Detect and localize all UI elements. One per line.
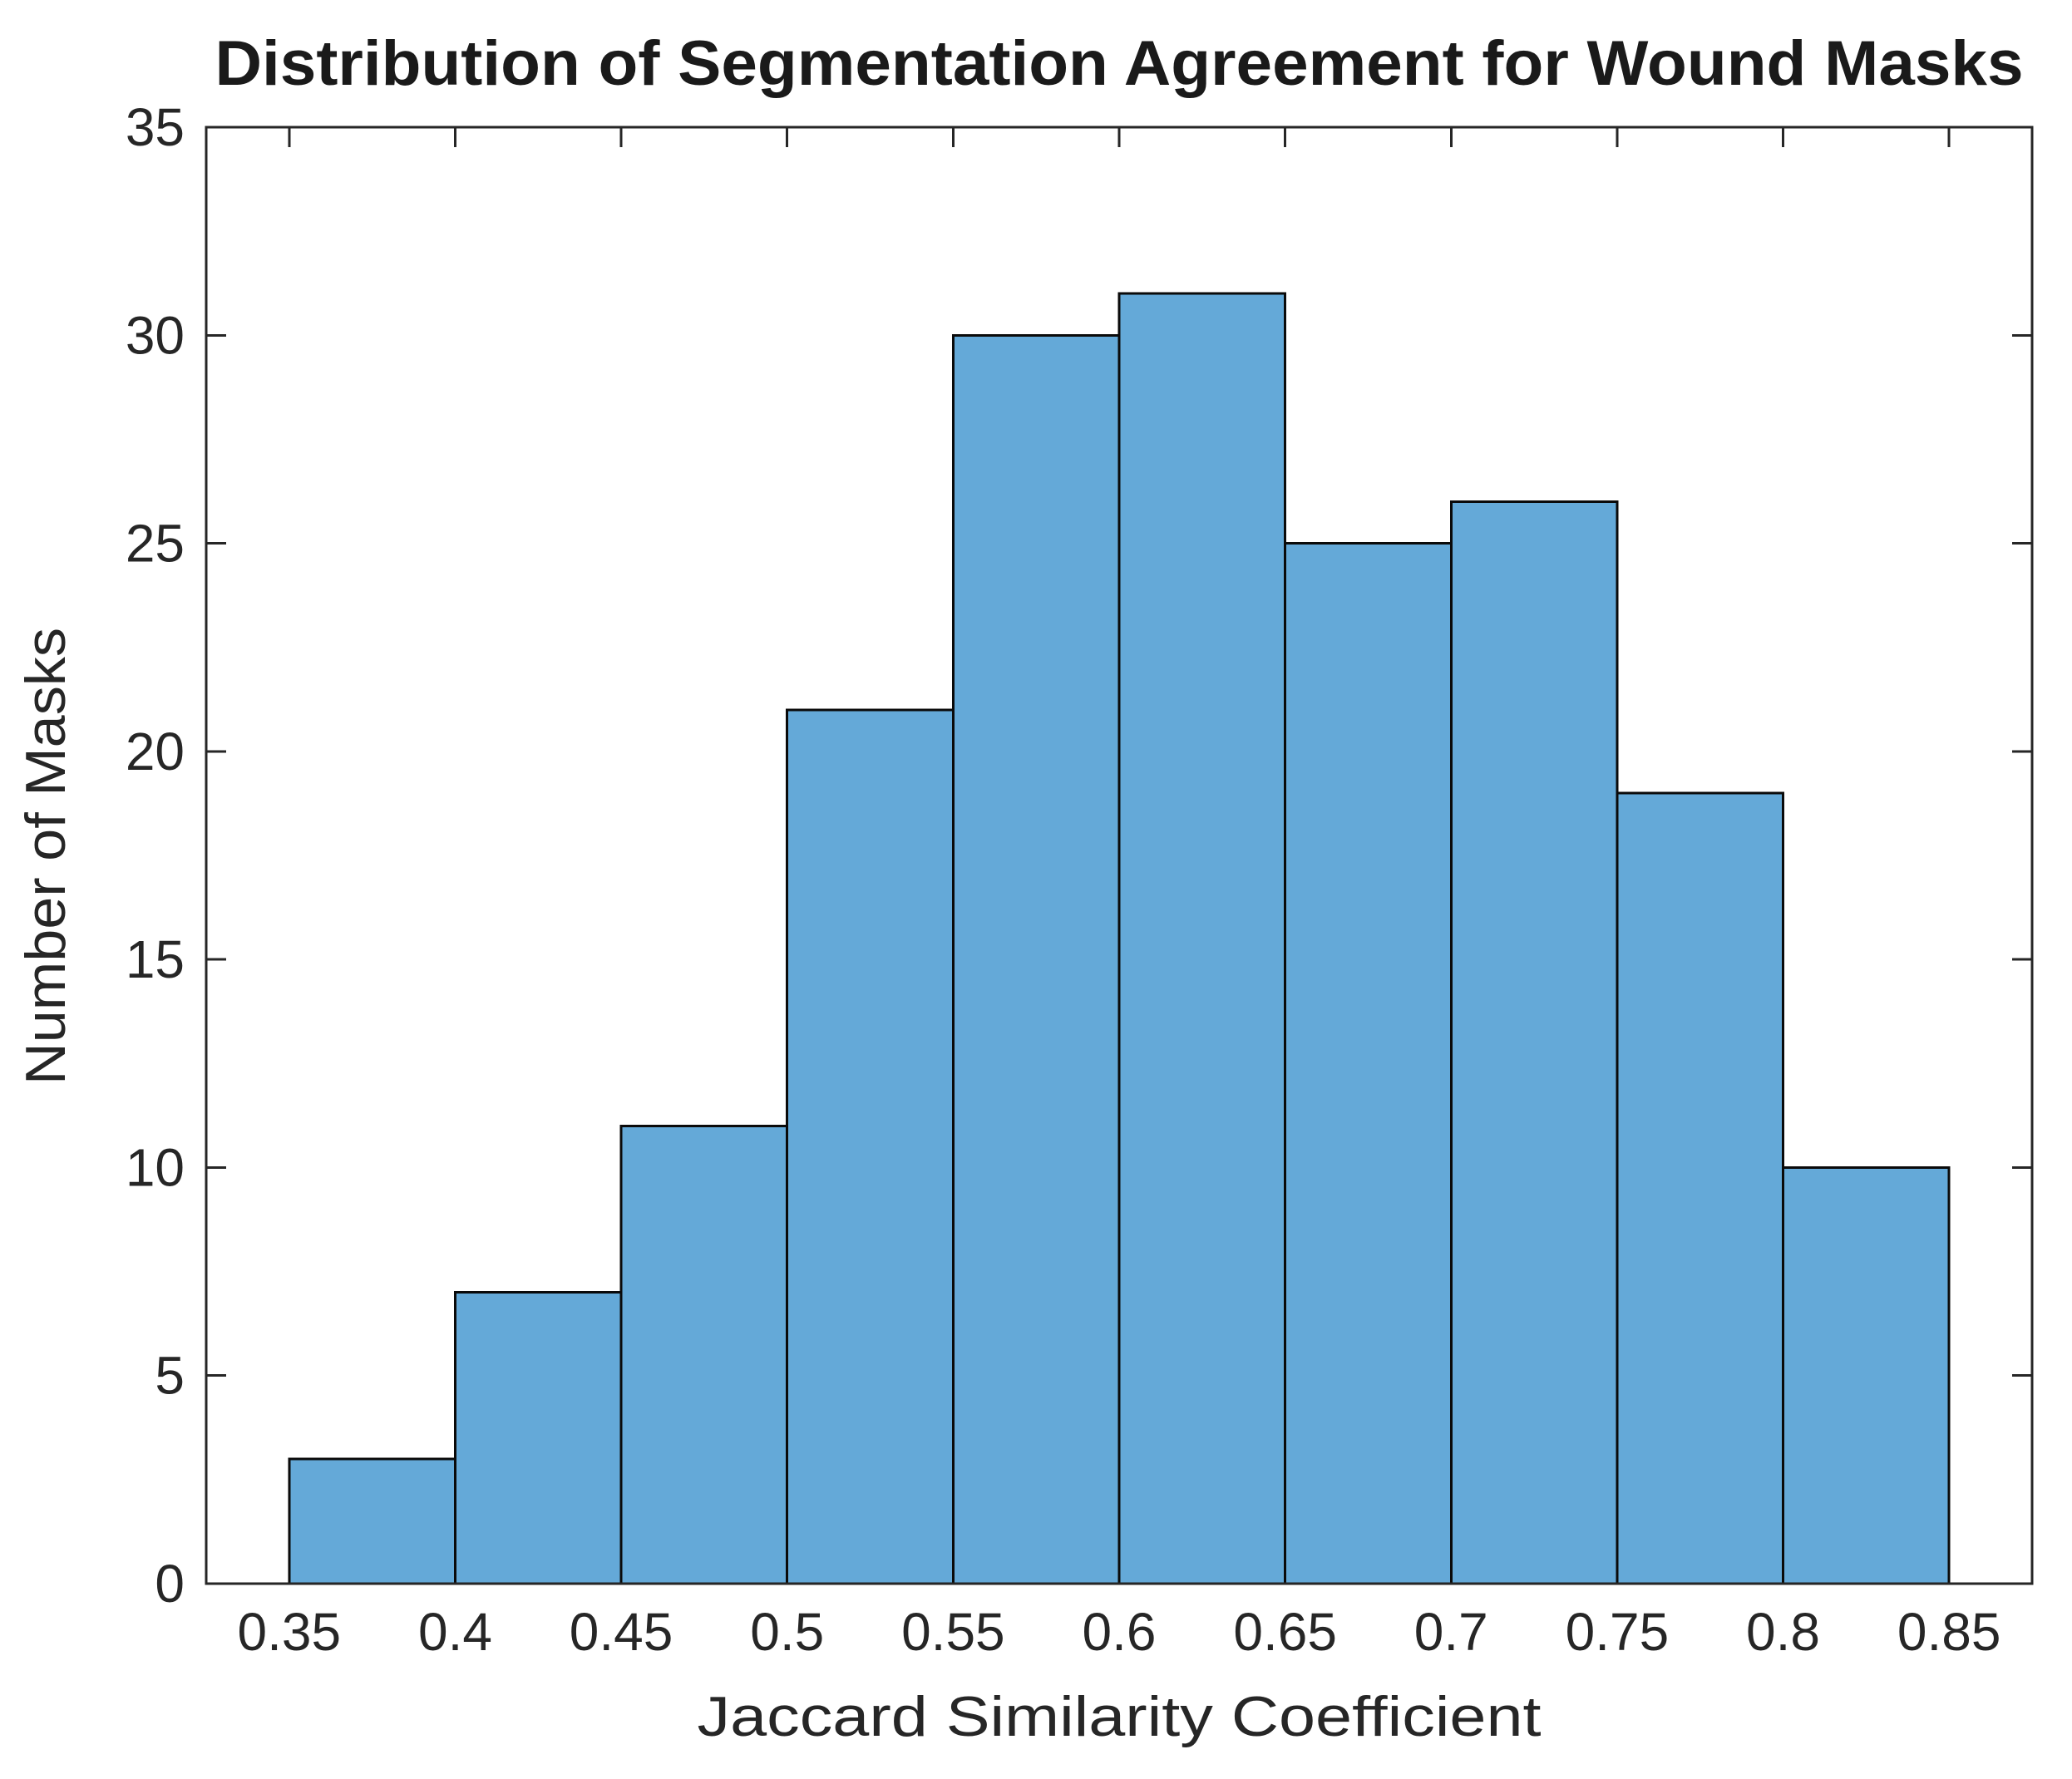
x-tick-label: 0.75 <box>1566 1602 1670 1662</box>
x-tick-label: 0.45 <box>570 1602 673 1662</box>
histogram-bar <box>1284 542 1453 1585</box>
x-tick-label: 0.5 <box>750 1602 824 1662</box>
x-tick-label: 0.65 <box>1233 1602 1337 1662</box>
x-tick-label: 0.6 <box>1083 1602 1157 1662</box>
histogram-bar <box>1782 1165 1951 1585</box>
x-tick-label: 0.85 <box>1897 1602 2001 1662</box>
x-tick-label: 0.7 <box>1414 1602 1488 1662</box>
y-tick-label: 35 <box>126 97 185 157</box>
axes-ticks <box>206 126 2032 1585</box>
x-tick-label: 0.35 <box>238 1602 342 1662</box>
histogram-bar <box>951 333 1121 1585</box>
y-axis-label: Number of Masks <box>14 628 77 1085</box>
y-tick-label: 20 <box>126 722 185 781</box>
y-tick-label: 25 <box>126 514 185 574</box>
y-tick-labels: 0 5 10 15 20 25 30 35 <box>126 97 185 1614</box>
x-tick-label: 0.8 <box>1746 1602 1820 1662</box>
histogram-bar <box>1616 791 1785 1585</box>
histogram-bar <box>453 1291 623 1585</box>
y-tick-label: 10 <box>126 1137 185 1197</box>
histogram-bar <box>786 708 955 1585</box>
y-tick-label: 0 <box>155 1554 185 1614</box>
histogram-bar <box>1117 292 1287 1585</box>
y-tick-label: 30 <box>126 305 185 365</box>
histogram-bars <box>288 292 1951 1585</box>
histogram-bar <box>288 1457 456 1585</box>
x-axis-label: Jaccard Similarity Coefficient <box>698 1685 1542 1748</box>
histogram-bar <box>619 1124 789 1585</box>
chart-title: Distribution of Segmentation Agreement f… <box>215 28 2024 99</box>
x-tick-labels: 0.35 0.4 0.45 0.5 0.55 0.6 0.65 0.7 0.75 0.8 0.85 <box>238 1602 2001 1662</box>
y-tick-label: 15 <box>126 929 185 989</box>
histogram-bar <box>1449 500 1619 1585</box>
x-tick-label: 0.4 <box>418 1602 492 1662</box>
y-tick-label: 5 <box>155 1346 185 1406</box>
x-tick-label: 0.55 <box>901 1602 1005 1662</box>
